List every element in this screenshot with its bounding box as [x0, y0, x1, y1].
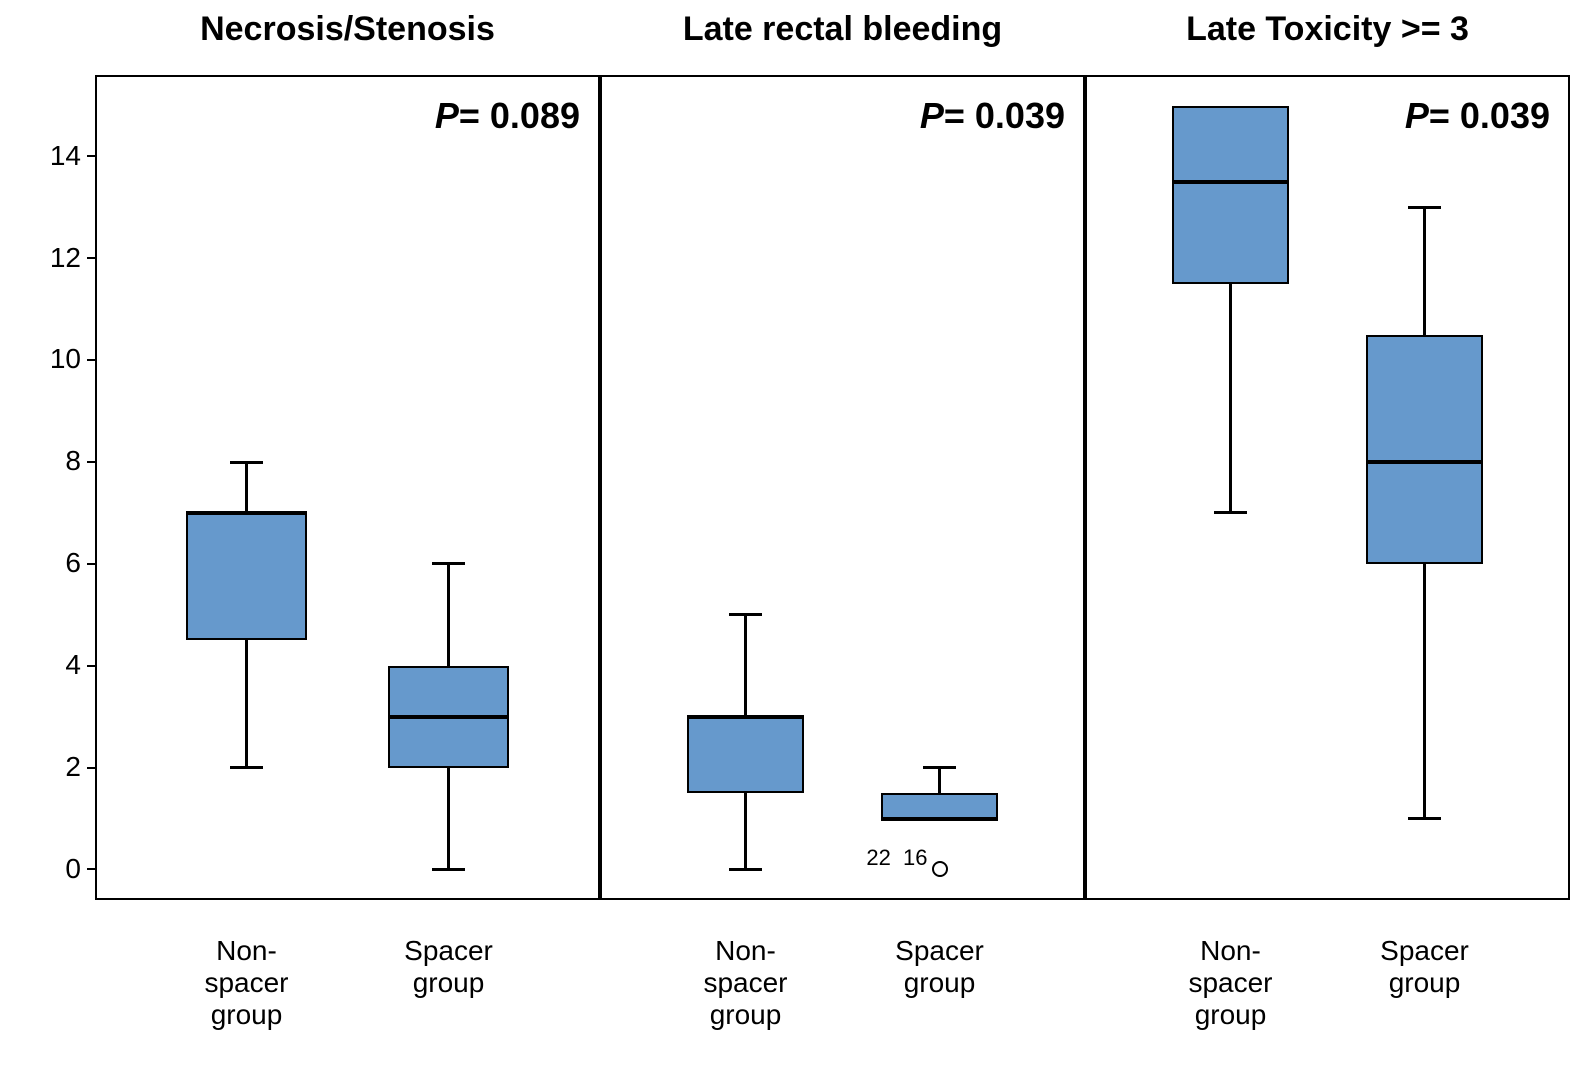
y-tick-mark [87, 868, 95, 870]
panel-title: Necrosis/Stenosis [95, 10, 600, 49]
box-body [186, 513, 307, 640]
whisker-cap-upper [923, 766, 956, 769]
box-body [1366, 335, 1482, 564]
outlier-marker [932, 861, 948, 877]
whisker-cap-upper [432, 562, 466, 565]
y-tick-label: 10 [50, 343, 81, 375]
whisker-upper [1423, 207, 1426, 334]
y-tick-mark [87, 767, 95, 769]
y-tick-label: 6 [65, 547, 81, 579]
panel-title: Late rectal bleeding [600, 10, 1085, 49]
y-tick-label: 14 [50, 140, 81, 172]
outlier-label: 22 16 [866, 845, 927, 871]
whisker-cap-lower [729, 868, 762, 871]
whisker-upper [744, 615, 747, 717]
y-tick-mark [87, 563, 95, 565]
whisker-lower [1229, 284, 1232, 513]
y-tick-mark [87, 359, 95, 361]
whisker-cap-lower [1408, 817, 1441, 820]
whisker-upper [447, 564, 450, 666]
y-tick-label: 0 [65, 853, 81, 885]
whisker-cap-upper [230, 461, 264, 464]
box-median [1172, 180, 1288, 184]
p-value-label: P= 0.039 [1405, 95, 1550, 137]
box-body [881, 793, 997, 818]
y-tick-label: 8 [65, 445, 81, 477]
x-tick-label: Spacer group [850, 935, 1030, 999]
x-tick-label: Non- spacer group [1141, 935, 1321, 1032]
panel-frame [95, 75, 600, 900]
box-body [687, 717, 803, 793]
p-value: 0.039 [1460, 95, 1550, 136]
x-tick-label: Spacer group [359, 935, 539, 999]
whisker-lower [744, 793, 747, 869]
whisker-lower [1423, 564, 1426, 819]
whisker-upper [245, 462, 248, 513]
p-value-label: P= 0.039 [920, 95, 1065, 137]
box-median [1366, 460, 1482, 464]
y-tick-mark [87, 257, 95, 259]
x-tick-label: Non- spacer group [656, 935, 836, 1032]
y-tick-label: 4 [65, 649, 81, 681]
whisker-cap-upper [1408, 206, 1441, 209]
box-median [388, 715, 509, 719]
y-tick-label: 12 [50, 242, 81, 274]
y-tick-mark [87, 155, 95, 157]
whisker-cap-lower [432, 868, 466, 871]
p-value: 0.039 [975, 95, 1065, 136]
y-tick-label: 2 [65, 751, 81, 783]
whisker-cap-lower [230, 766, 264, 769]
boxplot-figure: 0 2 4 6 8 10 12 14 Necrosis/Stenosis P= 0.089 Non-… [0, 0, 1594, 1074]
x-tick-label: Spacer group [1335, 935, 1515, 999]
panel-frame [600, 75, 1085, 900]
panel-title: Late Toxicity >= 3 [1085, 10, 1570, 49]
whisker-lower [245, 640, 248, 767]
whisker-cap-lower [1214, 511, 1247, 514]
p-value: 0.089 [490, 95, 580, 136]
box-median [881, 817, 997, 821]
panel-frame [1085, 75, 1570, 900]
whisker-lower [447, 768, 450, 870]
p-value-label: P= 0.089 [435, 95, 580, 137]
whisker-upper [938, 768, 941, 793]
box-body [1172, 106, 1288, 284]
y-tick-mark [87, 665, 95, 667]
y-tick-mark [87, 461, 95, 463]
whisker-cap-upper [729, 613, 762, 616]
x-tick-label: Non- spacer group [157, 935, 337, 1032]
